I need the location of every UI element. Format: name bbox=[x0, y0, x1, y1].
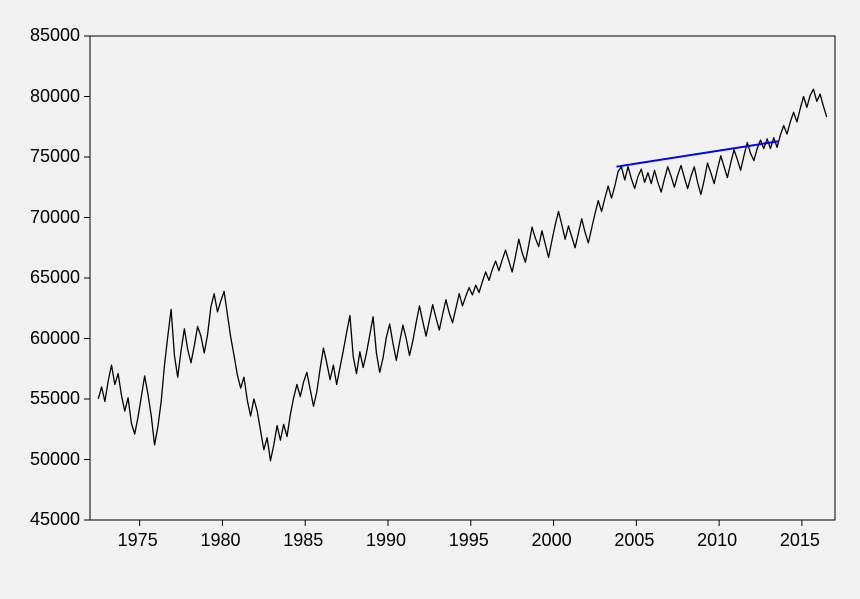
data-series-line bbox=[98, 89, 826, 460]
y-tick-label: 85000 bbox=[30, 25, 80, 46]
x-tick-label: 2000 bbox=[532, 530, 572, 551]
y-tick-label: 50000 bbox=[30, 449, 80, 470]
y-tick-label: 80000 bbox=[30, 86, 80, 107]
chart-svg bbox=[0, 0, 860, 594]
y-tick-label: 65000 bbox=[30, 267, 80, 288]
x-tick-label: 1985 bbox=[283, 530, 323, 551]
x-tick-label: 1975 bbox=[118, 530, 158, 551]
x-tick-label: 1990 bbox=[366, 530, 406, 551]
time-series-chart: 45000 50000 55000 60000 65000 70000 75000 80000… bbox=[0, 0, 860, 594]
x-tick-label: 2010 bbox=[697, 530, 737, 551]
x-tick-label: 1980 bbox=[200, 530, 240, 551]
y-tick-label: 75000 bbox=[30, 146, 80, 167]
y-tick-label: 60000 bbox=[30, 328, 80, 349]
plot-border bbox=[90, 36, 835, 520]
y-tick-label: 45000 bbox=[30, 509, 80, 530]
y-tick-label: 55000 bbox=[30, 388, 80, 409]
x-tick-label: 1995 bbox=[449, 530, 489, 551]
x-tick-label: 2015 bbox=[780, 530, 820, 551]
x-tick-label: 2005 bbox=[614, 530, 654, 551]
y-tick-label: 70000 bbox=[30, 207, 80, 228]
trend-line bbox=[616, 141, 778, 166]
